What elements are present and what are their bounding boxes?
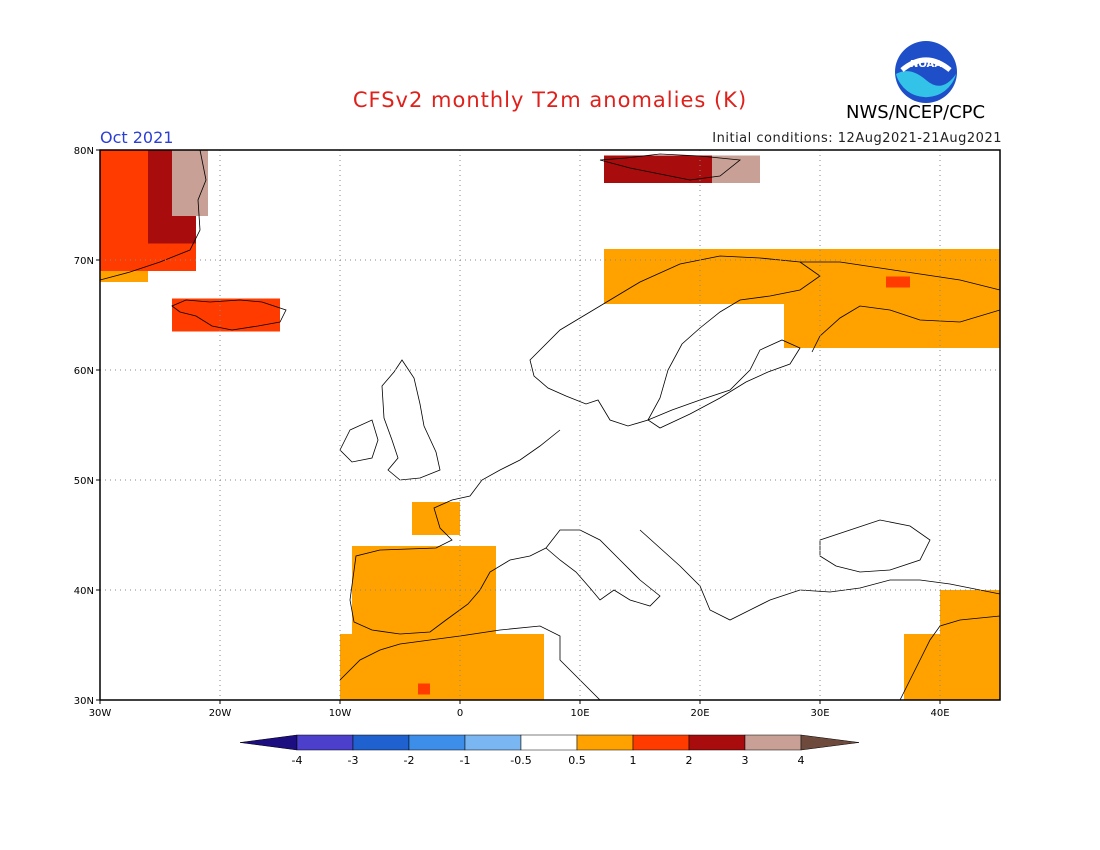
colorbar-label: 4 (798, 754, 805, 767)
lat-tick-label: 40N (74, 586, 94, 597)
lat-tick-label: 30N (74, 696, 94, 707)
anomaly-region-15 (940, 590, 1000, 634)
anomaly-region-11 (352, 546, 496, 634)
forecast-month: Oct 2021 (100, 128, 174, 147)
coastlines (100, 150, 1000, 700)
logo-text: NOAA (910, 59, 942, 70)
coast-iceland (171, 299, 287, 331)
colorbar-swatch (464, 734, 522, 751)
coast-east-med (899, 615, 1000, 700)
lat-tick-label: 50N (74, 476, 94, 487)
lat-tick-label: 70N (74, 256, 94, 267)
colorbar-arrow-low (239, 734, 298, 751)
coast-north-africa (339, 625, 601, 700)
lon-tick-label: 10E (570, 708, 589, 719)
coast-british-isles (339, 359, 441, 481)
anomaly-region-8 (784, 282, 1000, 348)
colorbar-label: -4 (292, 754, 303, 767)
colorbar-label: 1 (630, 754, 637, 767)
anomaly-region-5 (604, 155, 712, 183)
anomaly-region-12 (340, 634, 544, 700)
axis-ticks: 30W 20W 10W 0 10E 20E 30E 40E 30N 40N 50N 60N 70N 80N (74, 146, 950, 719)
coast-finland-russia (800, 261, 1000, 353)
lon-tick-label: 30W (89, 708, 112, 719)
coast-greenland (100, 150, 207, 281)
colorbar-swatch (576, 734, 634, 751)
anomaly-region-14 (904, 634, 1000, 700)
colorbar-swatch (296, 734, 354, 751)
colorbar-swatch (744, 734, 802, 751)
noaa-logo: NOAA (894, 40, 958, 104)
coast-svalbard (599, 153, 742, 181)
colorbar-swatch (632, 734, 690, 751)
lat-tick-label: 80N (74, 146, 94, 157)
colorbar-label: -2 (404, 754, 415, 767)
colorbar-label: 3 (742, 754, 749, 767)
anomaly-region-9 (886, 276, 910, 288)
colorbar-swatch (688, 734, 746, 751)
colorbar-swatch (408, 734, 466, 751)
colorbar-label: -3 (348, 754, 359, 767)
lon-tick-label: 20W (209, 708, 232, 719)
anomaly-regions (100, 150, 1000, 700)
colorbar: -4 -3 -2 -1 -0.5 0.5 1 2 3 4 (239, 734, 860, 767)
anomaly-region-4 (172, 298, 280, 332)
chart-title: CFSv2 monthly T2m anomalies (K) (352, 88, 748, 112)
graticule (100, 150, 1000, 700)
lon-tick-label: 0 (457, 708, 463, 719)
coast-baltic (647, 339, 801, 429)
coast-black-sea (819, 519, 931, 573)
plot-frame (99, 149, 1001, 701)
initial-conditions: Initial conditions: 12Aug2021-21Aug2021 (712, 131, 1002, 146)
agency-label: NWS/NCEP/CPC (846, 102, 986, 123)
colorbar-arrow-high (800, 734, 860, 751)
colorbar-label: 0.5 (568, 754, 586, 767)
coast-scandinavia (529, 255, 821, 427)
colorbar-swatch (352, 734, 410, 751)
colorbar-label: -0.5 (510, 754, 531, 767)
lon-tick-label: 30E (810, 708, 829, 719)
coast-balkans (639, 529, 1000, 621)
anomaly-region-3 (172, 150, 208, 216)
colorbar-label: -1 (460, 754, 471, 767)
anomaly-region-6 (712, 155, 760, 183)
lat-tick-label: 60N (74, 366, 94, 377)
lon-tick-label: 40E (930, 708, 949, 719)
colorbar-label: 2 (686, 754, 693, 767)
lon-tick-label: 20E (690, 708, 709, 719)
colorbar-swatch (520, 734, 578, 751)
lon-tick-label: 10W (329, 708, 352, 719)
coast-italy (545, 529, 661, 607)
anomaly-region-13 (418, 683, 430, 695)
